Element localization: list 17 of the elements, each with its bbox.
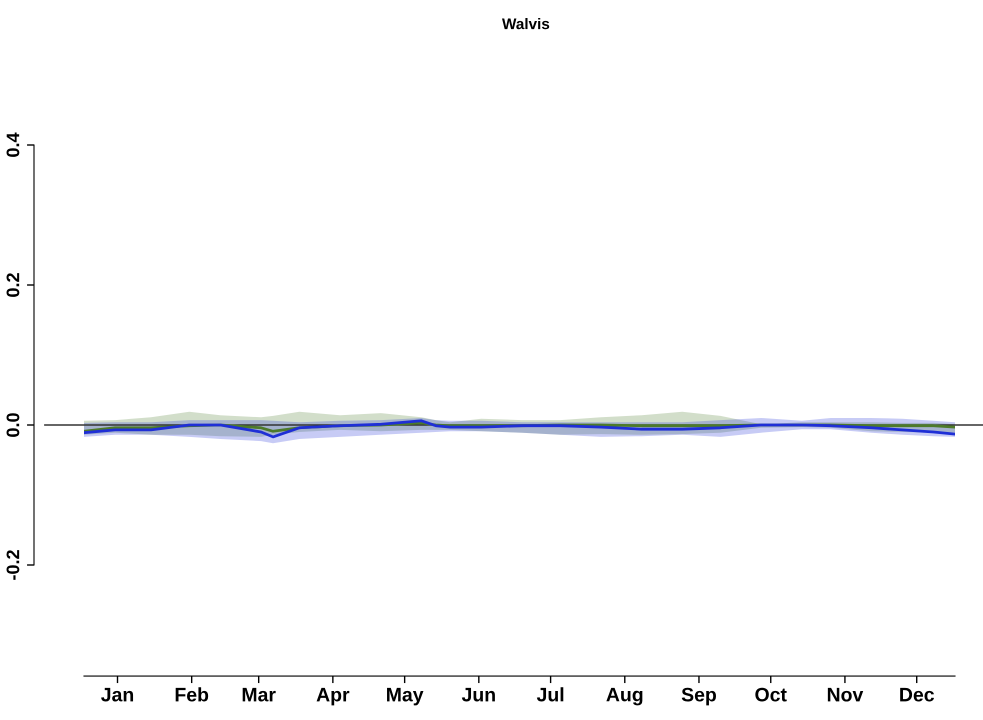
y-tick-label: 0.4 — [6, 132, 20, 157]
x-tick-label: Jan — [101, 688, 134, 702]
x-tick-label: Dec — [900, 688, 934, 702]
y-tick-label: -0.2 — [6, 550, 20, 580]
x-tick-label: Sep — [682, 688, 716, 706]
x-tick-label: Nov — [828, 688, 864, 702]
x-tick-label: May — [387, 688, 424, 706]
x-tick-label: Feb — [176, 687, 208, 702]
x-tick-label: Aug — [606, 688, 642, 706]
x-tick-label: Jun — [462, 688, 495, 702]
y-tick-label: 0.2 — [6, 273, 20, 297]
x-tick-label: Jul — [536, 687, 564, 702]
x-tick-label: Apr — [316, 688, 350, 706]
x-tick-label: Mar — [242, 688, 276, 702]
chart-title: Walvis — [502, 18, 550, 30]
y-tick-label: 0.0 — [6, 413, 20, 437]
x-tick-label: Oct — [755, 688, 787, 702]
